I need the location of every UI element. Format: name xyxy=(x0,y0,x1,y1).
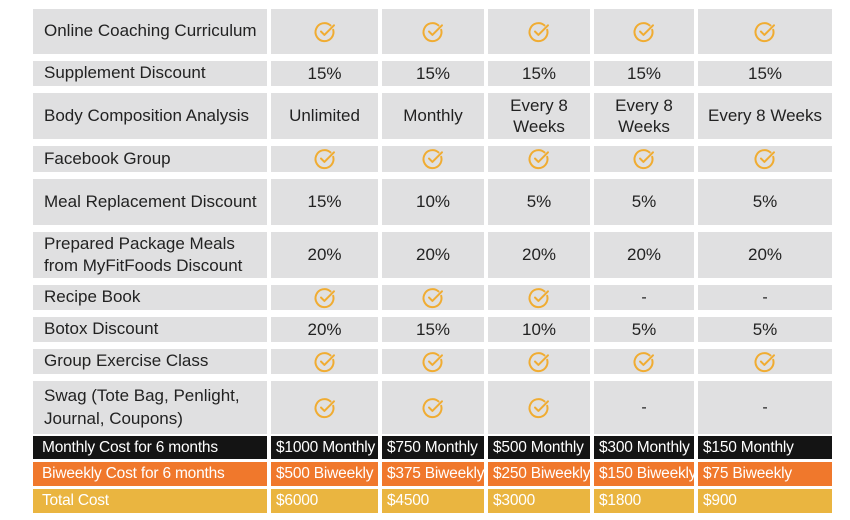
total-cost-label: Total Cost xyxy=(33,489,267,513)
check-circle-icon xyxy=(382,146,484,172)
check-circle-icon xyxy=(271,9,378,54)
total-cost-value: $1800 xyxy=(594,489,694,513)
feature-label-prepared-package-meals-from-myfitfoods-discount: Prepared Package Meals from MyFitFoods D… xyxy=(33,232,267,278)
check-circle-icon xyxy=(382,381,484,434)
feature-value: 5% xyxy=(698,317,832,342)
check-circle-icon xyxy=(698,9,832,54)
check-circle-icon xyxy=(698,349,832,374)
check-circle-icon xyxy=(271,349,378,374)
feature-value: 15% xyxy=(271,179,378,225)
feature-value: Monthly xyxy=(382,93,484,139)
feature-value: 20% xyxy=(271,232,378,278)
feature-value: - xyxy=(594,381,694,434)
feature-value: - xyxy=(698,381,832,434)
monthly-cost-value: $1000 Monthly xyxy=(271,436,378,459)
biweekly-cost-value: $75 Biweekly xyxy=(698,462,832,486)
total-cost-value: $900 xyxy=(698,489,832,513)
feature-value: 15% xyxy=(382,317,484,342)
feature-value: - xyxy=(594,285,694,310)
check-circle-icon xyxy=(488,9,590,54)
feature-label-group-exercise-class: Group Exercise Class xyxy=(33,349,267,374)
feature-label-recipe-book: Recipe Book xyxy=(33,285,267,310)
feature-label-online-coaching-curriculum: Online Coaching Curriculum xyxy=(33,9,267,54)
biweekly-cost-value: $150 Biweekly xyxy=(594,462,694,486)
feature-value: 5% xyxy=(698,179,832,225)
feature-value: 20% xyxy=(698,232,832,278)
feature-value: 5% xyxy=(594,317,694,342)
feature-value: 5% xyxy=(594,179,694,225)
feature-value: Unlimited xyxy=(271,93,378,139)
check-circle-icon xyxy=(271,381,378,434)
feature-value: 10% xyxy=(382,179,484,225)
total-cost-value: $6000 xyxy=(271,489,378,513)
feature-value: 15% xyxy=(488,61,590,86)
feature-value: 20% xyxy=(594,232,694,278)
check-circle-icon xyxy=(488,349,590,374)
check-circle-icon xyxy=(382,9,484,54)
feature-value: 15% xyxy=(271,61,378,86)
feature-value: 15% xyxy=(382,61,484,86)
feature-value: - xyxy=(698,285,832,310)
check-circle-icon xyxy=(271,285,378,310)
check-circle-icon xyxy=(488,146,590,172)
biweekly-cost-value: $375 Biweekly xyxy=(382,462,484,486)
feature-value: Every 8 Weeks xyxy=(488,93,590,139)
feature-value: 20% xyxy=(382,232,484,278)
check-circle-icon xyxy=(594,146,694,172)
feature-value: 15% xyxy=(698,61,832,86)
feature-label-meal-replacement-discount: Meal Replacement Discount xyxy=(33,179,267,225)
feature-label-facebook-group: Facebook Group xyxy=(33,146,267,172)
check-circle-icon xyxy=(488,381,590,434)
monthly-cost-label: Monthly Cost for 6 months xyxy=(33,436,267,459)
feature-label-swag-tote-bag-penlight-journal-coupons: Swag (Tote Bag, Penlight, Journal, Coupo… xyxy=(33,381,267,434)
check-circle-icon xyxy=(698,146,832,172)
check-circle-icon xyxy=(488,285,590,310)
check-circle-icon xyxy=(594,9,694,54)
check-circle-icon xyxy=(382,349,484,374)
feature-value: 5% xyxy=(488,179,590,225)
feature-label-supplement-discount: Supplement Discount xyxy=(33,61,267,86)
biweekly-cost-value: $500 Biweekly xyxy=(271,462,378,486)
biweekly-cost-label: Biweekly Cost for 6 months xyxy=(33,462,267,486)
biweekly-cost-value: $250 Biweekly xyxy=(488,462,590,486)
feature-value: 15% xyxy=(594,61,694,86)
feature-label-botox-discount: Botox Discount xyxy=(33,317,267,342)
check-circle-icon xyxy=(594,349,694,374)
check-circle-icon xyxy=(271,146,378,172)
feature-value: 20% xyxy=(488,232,590,278)
total-cost-value: $4500 xyxy=(382,489,484,513)
total-cost-value: $3000 xyxy=(488,489,590,513)
monthly-cost-value: $150 Monthly xyxy=(698,436,832,459)
feature-value: Every 8 Weeks xyxy=(698,93,832,139)
monthly-cost-value: $300 Monthly xyxy=(594,436,694,459)
feature-value: 20% xyxy=(271,317,378,342)
feature-label-body-composition-analysis: Body Composition Analysis xyxy=(33,93,267,139)
monthly-cost-value: $500 Monthly xyxy=(488,436,590,459)
monthly-cost-value: $750 Monthly xyxy=(382,436,484,459)
feature-value: Every 8 Weeks xyxy=(594,93,694,139)
check-circle-icon xyxy=(382,285,484,310)
feature-value: 10% xyxy=(488,317,590,342)
